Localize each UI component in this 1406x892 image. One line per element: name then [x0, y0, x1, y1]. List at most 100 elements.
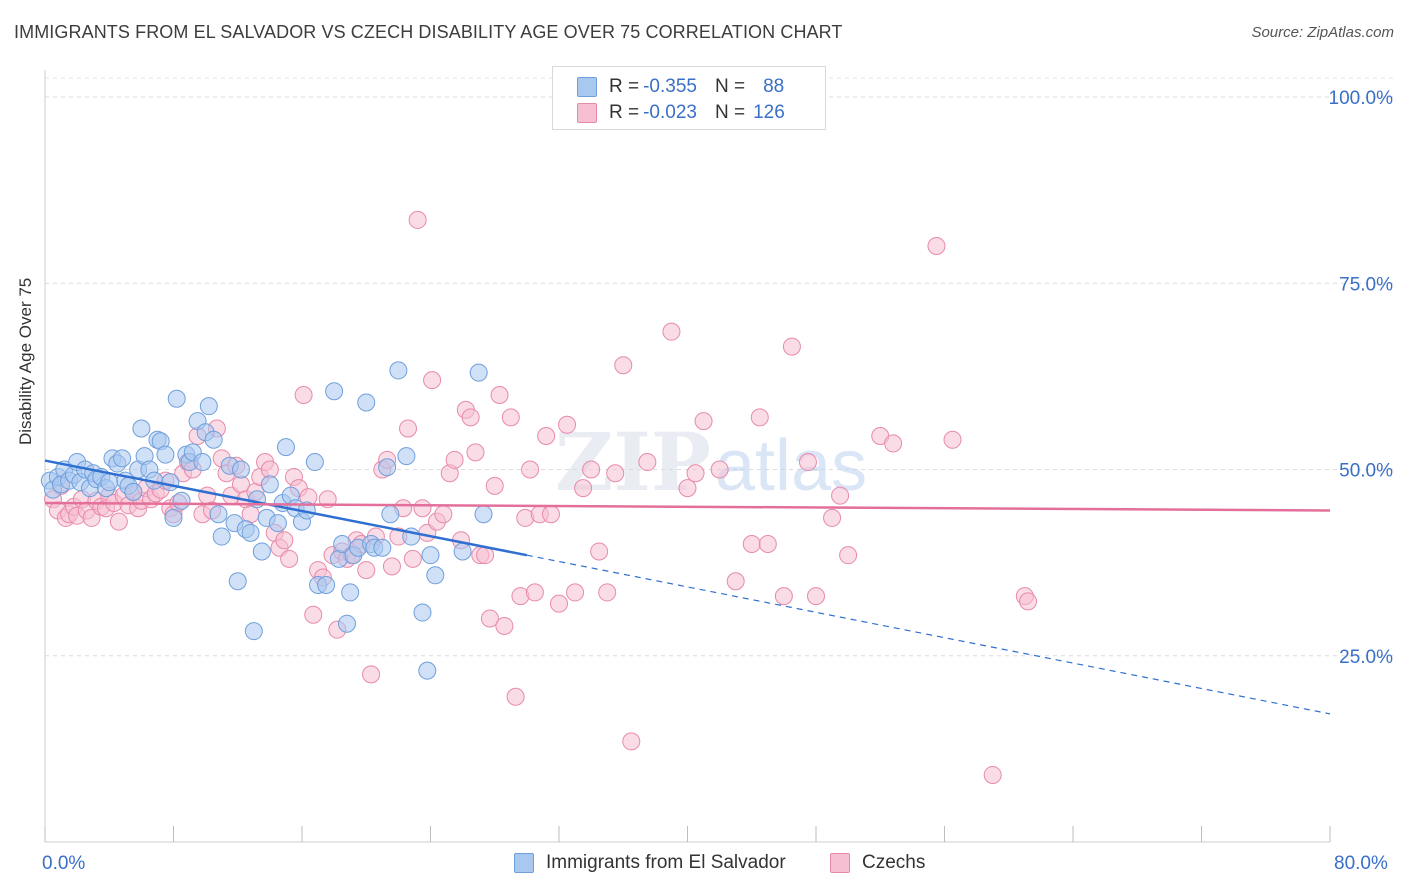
- legend-swatch-el-salvador: [514, 853, 534, 873]
- data-point: [1019, 592, 1038, 611]
- data-point: [397, 447, 416, 466]
- data-point: [317, 575, 336, 594]
- data-point: [389, 361, 408, 380]
- data-point: [164, 508, 183, 527]
- trend-line-el-salvador-extension: [526, 554, 1331, 715]
- data-point: [399, 419, 418, 438]
- data-point: [100, 473, 119, 492]
- data-point: [839, 546, 858, 565]
- legend-item-czechs[interactable]: Czechs: [830, 852, 925, 874]
- data-point: [774, 587, 793, 606]
- data-point: [495, 616, 514, 635]
- data-point: [686, 464, 705, 483]
- data-point: [884, 434, 903, 453]
- data-point: [453, 542, 472, 561]
- data-point: [209, 505, 228, 524]
- data-point: [113, 449, 132, 468]
- data-point: [403, 549, 422, 568]
- x-tick-label-max: 80.0%: [1334, 853, 1388, 874]
- x-tick-label-min: 0.0%: [42, 853, 86, 874]
- data-point: [421, 546, 440, 565]
- data-point: [193, 453, 212, 472]
- data-point: [413, 499, 432, 518]
- data-point: [558, 415, 577, 434]
- data-point: [337, 614, 356, 633]
- y-tick-label: 50.0%: [1339, 461, 1393, 482]
- data-point: [474, 505, 493, 524]
- y-axis-label: Disability Age Over 75: [16, 277, 35, 445]
- data-point: [550, 594, 568, 613]
- legend-r-value: -0.023: [643, 102, 697, 123]
- data-point: [260, 475, 279, 494]
- data-point: [413, 603, 432, 622]
- legend-swatch-el-salvador: [577, 77, 597, 97]
- data-point: [485, 476, 504, 495]
- data-point: [490, 386, 509, 404]
- data-point: [798, 453, 817, 472]
- data-point: [590, 542, 609, 561]
- axes: [44, 70, 1331, 843]
- data-point: [521, 460, 540, 479]
- data-point: [276, 438, 295, 457]
- y-tick-labels: 100.0% 75.0% 50.0% 25.0%: [1329, 88, 1394, 668]
- legend-n-value: 126: [753, 102, 785, 123]
- data-point: [638, 453, 657, 472]
- data-point: [782, 337, 801, 356]
- data-point: [231, 460, 250, 479]
- data-point: [541, 505, 560, 524]
- data-point: [378, 458, 397, 477]
- data-point: [622, 732, 641, 751]
- legend-n-label: N =: [714, 102, 746, 123]
- data-point: [943, 430, 962, 449]
- correlation-legend: R = -0.355 N = 88 R = -0.023 N = 126: [552, 66, 826, 130]
- trend-lines: [44, 459, 1331, 715]
- data-point: [244, 622, 263, 641]
- y-tick-label: 25.0%: [1339, 647, 1393, 668]
- series-el-salvador-points: [40, 361, 493, 680]
- trend-line-el-salvador: [44, 459, 528, 557]
- data-point: [268, 514, 287, 533]
- data-point: [445, 450, 464, 469]
- data-point: [466, 443, 485, 462]
- data-point: [710, 460, 729, 479]
- legend-item-el-salvador[interactable]: Immigrants from El Salvador: [514, 852, 786, 874]
- chart-source: Source: ZipAtlas.com: [1251, 24, 1394, 41]
- data-point: [204, 430, 223, 449]
- data-point: [461, 408, 480, 427]
- data-point: [614, 356, 633, 375]
- data-point: [341, 583, 360, 602]
- legend-n-value: 88: [763, 76, 785, 97]
- data-point: [537, 426, 556, 445]
- legend-label-el-salvador: Immigrants from El Salvador: [546, 852, 786, 873]
- data-point: [501, 408, 520, 427]
- data-point: [418, 661, 437, 680]
- chart-title: IMMIGRANTS FROM EL SALVADOR VS CZECH DIS…: [14, 22, 843, 42]
- legend-label-czechs: Czechs: [862, 852, 926, 873]
- data-point: [469, 363, 488, 382]
- legend-row-el-salvador: R = -0.355 N = 88: [577, 75, 784, 99]
- data-point: [199, 397, 218, 416]
- data-point: [408, 210, 427, 229]
- data-point: [525, 583, 544, 602]
- data-point: [373, 538, 392, 557]
- data-point: [357, 561, 376, 580]
- legend-row-czechs: R = -0.023 N = 126: [577, 101, 785, 125]
- data-point: [325, 382, 344, 401]
- data-point: [807, 587, 825, 606]
- data-point: [156, 445, 175, 464]
- data-point: [426, 566, 445, 585]
- watermark: ZIP atlas: [555, 415, 867, 509]
- data-point: [305, 453, 324, 472]
- grid-lines: [45, 77, 1395, 657]
- legend-r-label: R =: [609, 102, 640, 123]
- data-point: [357, 393, 376, 412]
- series-legend: Immigrants from El Salvador Czechs: [0, 852, 1406, 878]
- data-point: [381, 505, 400, 524]
- data-point: [161, 473, 180, 492]
- legend-swatch-czechs: [830, 853, 850, 873]
- data-point: [598, 583, 617, 602]
- data-point: [172, 491, 191, 510]
- data-point: [423, 371, 442, 390]
- data-point: [750, 408, 769, 427]
